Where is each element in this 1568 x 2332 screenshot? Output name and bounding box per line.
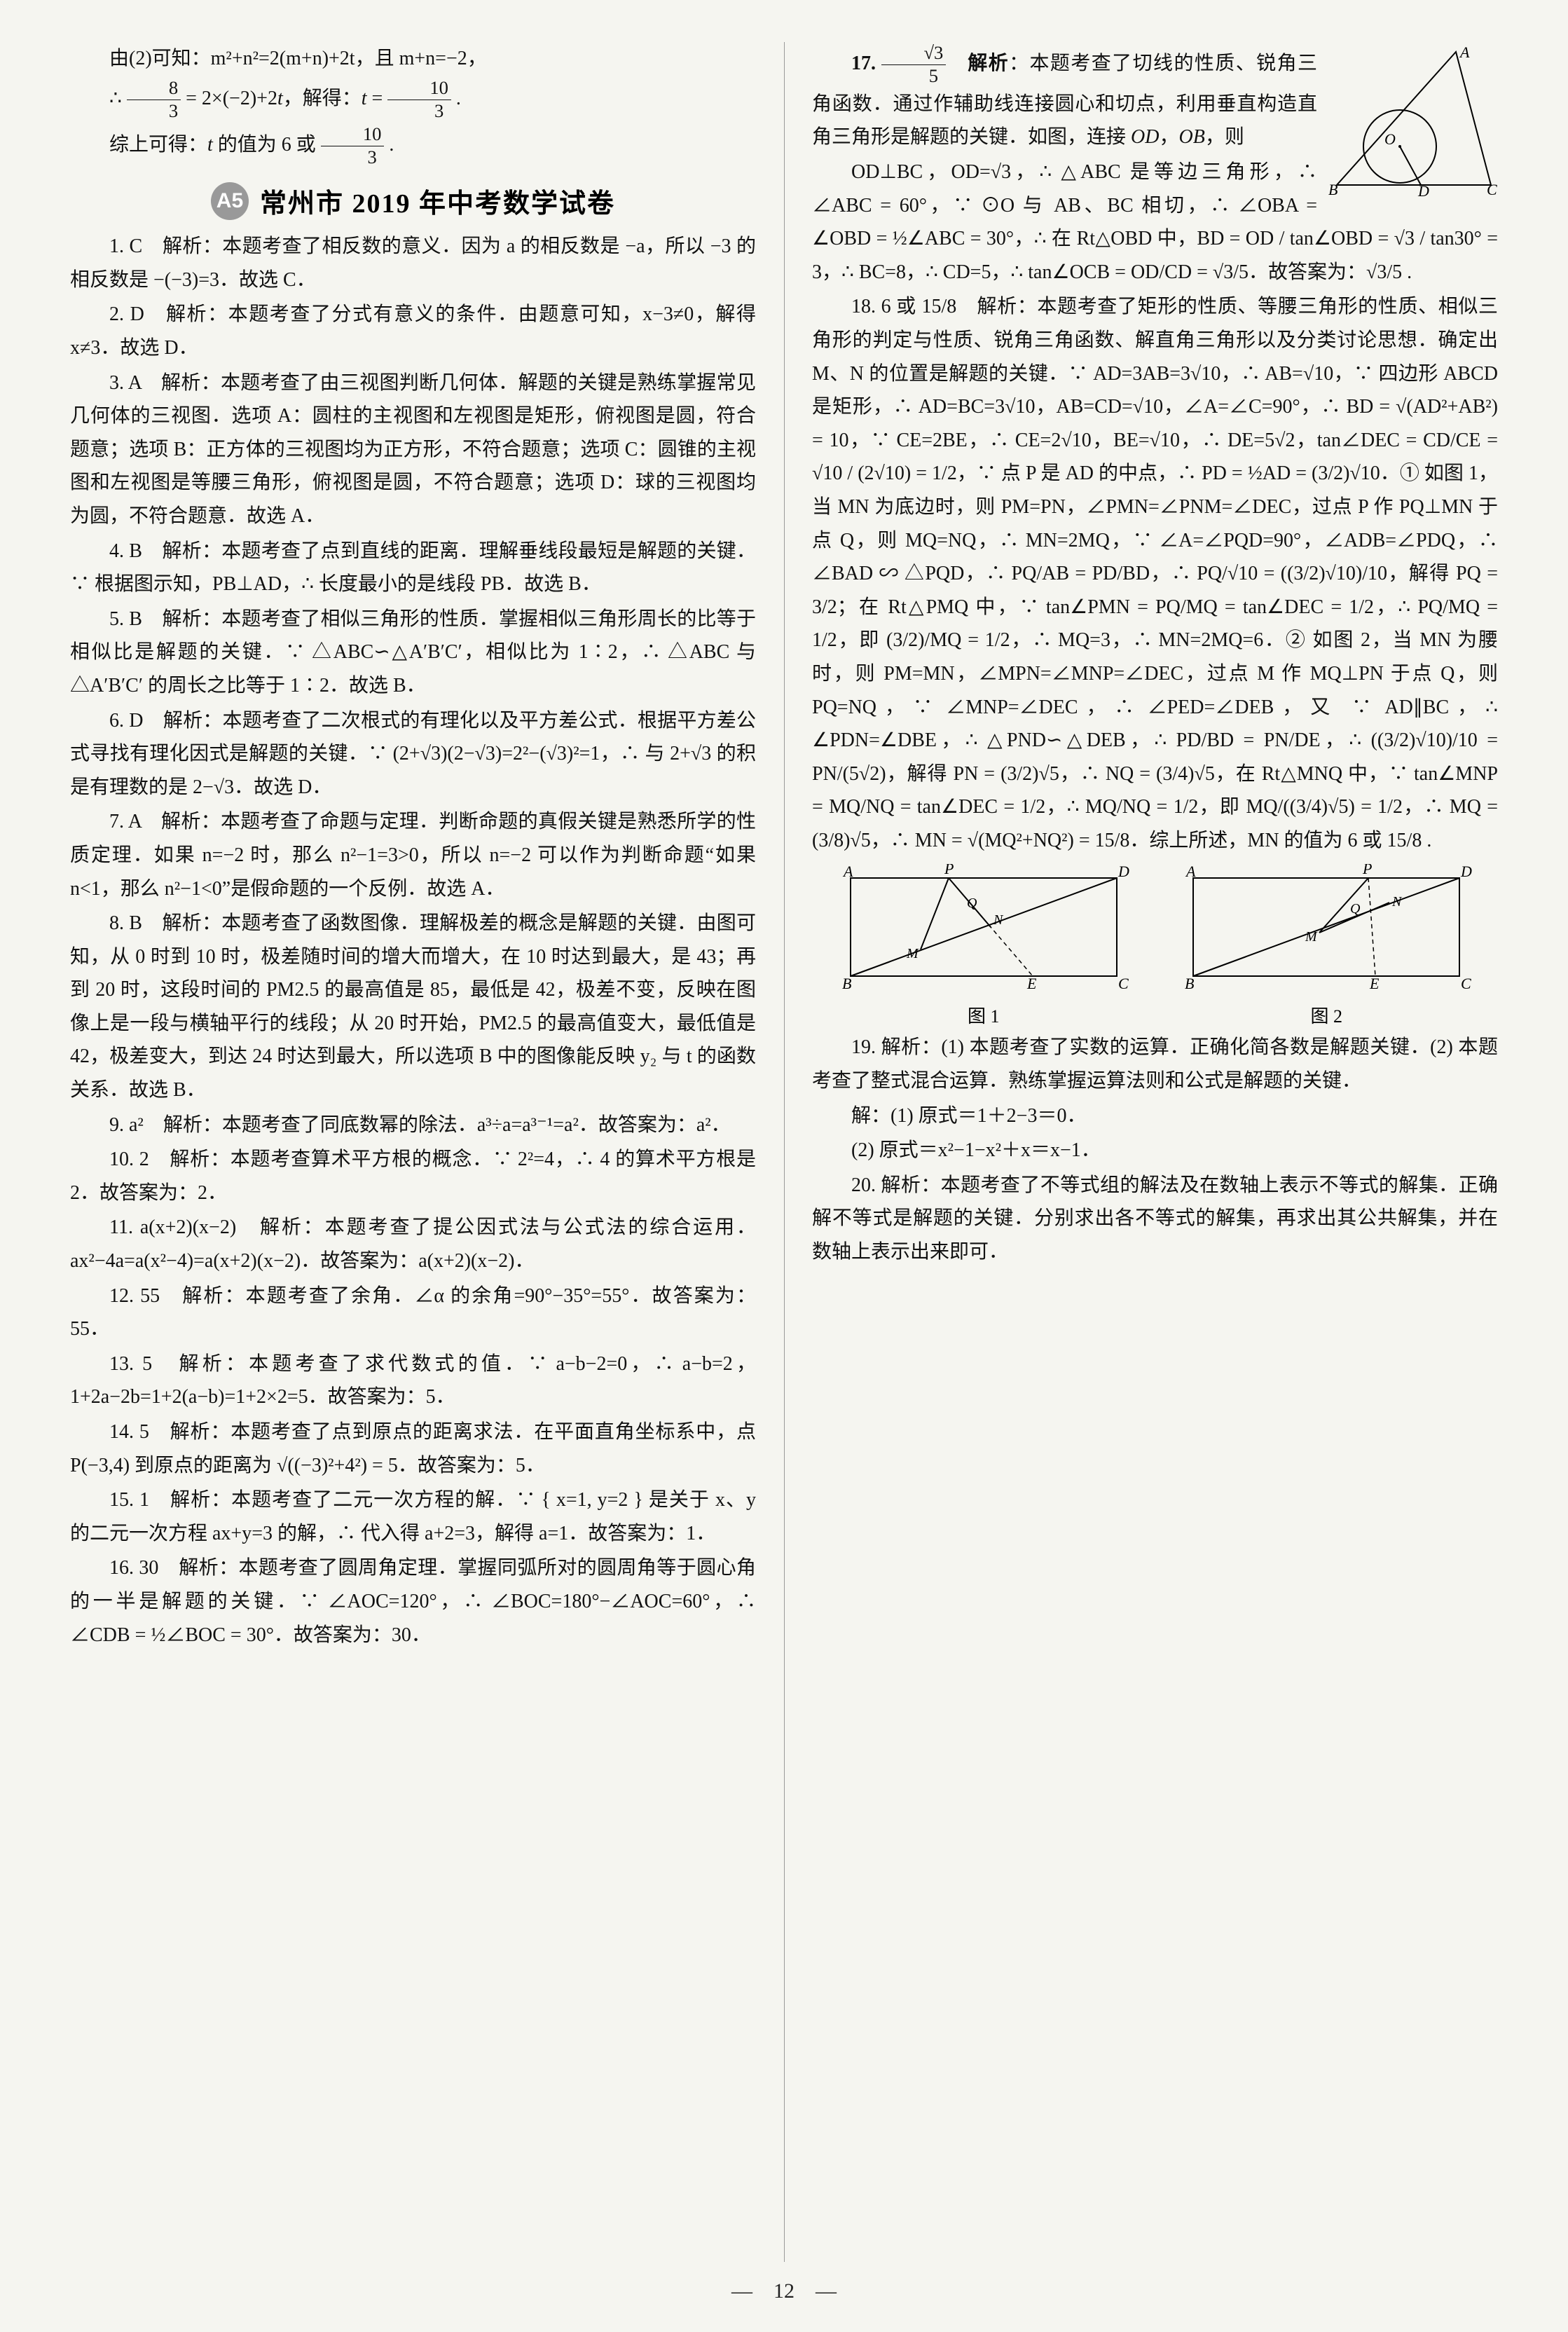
svg-text:Q: Q <box>1350 901 1361 917</box>
section-title: 常州市 2019 年中考数学试卷 <box>260 181 615 220</box>
page-number: — 12 — <box>0 2273 1568 2304</box>
figure2-caption: 图 2 <box>1179 1002 1473 1028</box>
section-badge: A5 <box>211 182 249 220</box>
q18: 18. 6 或 15/8 解析：本题考查了矩形的性质、等腰三角形的性质、相似三角… <box>812 290 1498 857</box>
svg-text:E: E <box>1369 975 1380 992</box>
q14: 14. 5 解析：本题考查了点到原点的距离求法．在平面直角坐标系中，点 P(−3… <box>70 1415 756 1482</box>
svg-text:B: B <box>1185 975 1194 992</box>
q9: 9. a² 解析：本题考查了同底数幂的除法．a³÷a=a³⁻¹=a²．故答案为：… <box>70 1109 756 1142</box>
pretext-line3: 综上可得：t 的值为 6 或 103 . <box>70 123 756 169</box>
svg-text:D: D <box>1417 182 1429 199</box>
q4: 4. B 解析：本题考查了点到直线的距离．理解垂线段最短是解题的关键．∵ 根据图… <box>70 535 756 601</box>
q8: 8. B 解析：本题考查了函数图像．理解极差的概念是解题的关键．由图可知，从 0… <box>70 907 756 1107</box>
svg-text:N: N <box>993 912 1004 928</box>
q19a: 19. 解析：(1) 本题考查了实数的运算．正确化简各数是解题关键．(2) 本题… <box>812 1031 1498 1097</box>
svg-text:E: E <box>1026 975 1037 992</box>
q16: 16. 30 解析：本题考查了圆周角定理．掌握同弧所对的圆周角等于圆心角的一半是… <box>70 1551 756 1652</box>
svg-text:A: A <box>1185 864 1196 880</box>
svg-text:O: O <box>1384 130 1396 148</box>
section-title-row: A5 常州市 2019 年中考数学试卷 <box>70 181 756 220</box>
q12: 12. 55 解析：本题考查了余角．∠α 的余角=90°−35°=55°．故答案… <box>70 1280 756 1346</box>
svg-text:P: P <box>1362 864 1372 877</box>
left-column: 由(2)可知：m²+n²=2(m+n)+2t，且 m+n=−2， ∴ 83 = … <box>56 42 784 2304</box>
figure1-caption: 图 1 <box>837 1002 1131 1028</box>
q13: 13. 5 解析：本题考查了求代数式的值．∵ a−b−2=0，∴ a−b=2，1… <box>70 1347 756 1414</box>
figure-1: A D B C E P M N Q 图 1 <box>837 864 1131 1028</box>
svg-text:N: N <box>1391 894 1403 910</box>
q11: 11. a(x+2)(x−2) 解析：本题考查了提公因式法与公式法的综合运用．a… <box>70 1211 756 1277</box>
q15: 15. 1 解析：本题考查了二元一次方程的解．∵ { x=1, y=2 } 是关… <box>70 1483 756 1550</box>
svg-text:C: C <box>1118 975 1129 992</box>
q3: 3. A 解析：本题考查了由三视图判断几何体．解题的关键是熟练掌握常见几何体的三… <box>70 366 756 533</box>
svg-text:C: C <box>1487 181 1497 198</box>
svg-text:Q: Q <box>967 896 977 911</box>
svg-text:D: D <box>1460 864 1472 880</box>
q10: 10. 2 解析：本题考查算术平方根的概念．∵ 2²=4，∴ 4 的算术平方根是… <box>70 1143 756 1209</box>
svg-text:M: M <box>906 946 919 961</box>
q19c: (2) 原式＝x²−1−x²＋x＝x−1． <box>812 1134 1498 1167</box>
svg-text:A: A <box>1459 45 1470 61</box>
svg-text:B: B <box>842 975 851 992</box>
svg-text:D: D <box>1117 864 1129 880</box>
q19b: 解：(1) 原式＝1＋2−3＝0． <box>812 1099 1498 1133</box>
triangle-circle-figure: A B C O D <box>1323 45 1498 199</box>
q7: 7. A 解析：本题考查了命题与定理．判断命题的真假关键是熟悉所学的性质定理．如… <box>70 805 756 905</box>
q2: 2. D 解析：本题考查了分式有意义的条件．由题意可知，x−3≠0，解得 x≠3… <box>70 298 756 364</box>
pretext-line2: ∴ 83 = 2×(−2)+2t，解得：t = 103 . <box>70 77 756 123</box>
svg-text:M: M <box>1305 929 1318 945</box>
figure-2: A D B C E P M N Q 图 2 <box>1179 864 1473 1028</box>
svg-text:C: C <box>1461 975 1471 992</box>
pretext-line1: 由(2)可知：m²+n²=2(m+n)+2t，且 m+n=−2， <box>70 42 756 76</box>
q1: 1. C 解析：本题考查了相反数的意义．因为 a 的相反数是 −a，所以 −3 … <box>70 230 756 296</box>
svg-text:B: B <box>1328 181 1337 198</box>
q20: 20. 解析：本题考查了不等式组的解法及在数轴上表示不等式的解集．正确解不等式是… <box>812 1169 1498 1269</box>
svg-text:P: P <box>944 864 954 877</box>
svg-text:A: A <box>842 864 853 880</box>
figure-row: A D B C E P M N Q 图 1 A D B C <box>812 864 1498 1028</box>
right-column: A B C O D 17. √35 解析：本题考查了切线的性质、锐角三角函数．通… <box>784 42 1512 2304</box>
q5: 5. B 解析：本题考查了相似三角形的性质．掌握相似三角形周长的比等于相似比是解… <box>70 603 756 703</box>
q6: 6. D 解析：本题考查了二次根式的有理化以及平方差公式．根据平方差公式寻找有理… <box>70 704 756 804</box>
